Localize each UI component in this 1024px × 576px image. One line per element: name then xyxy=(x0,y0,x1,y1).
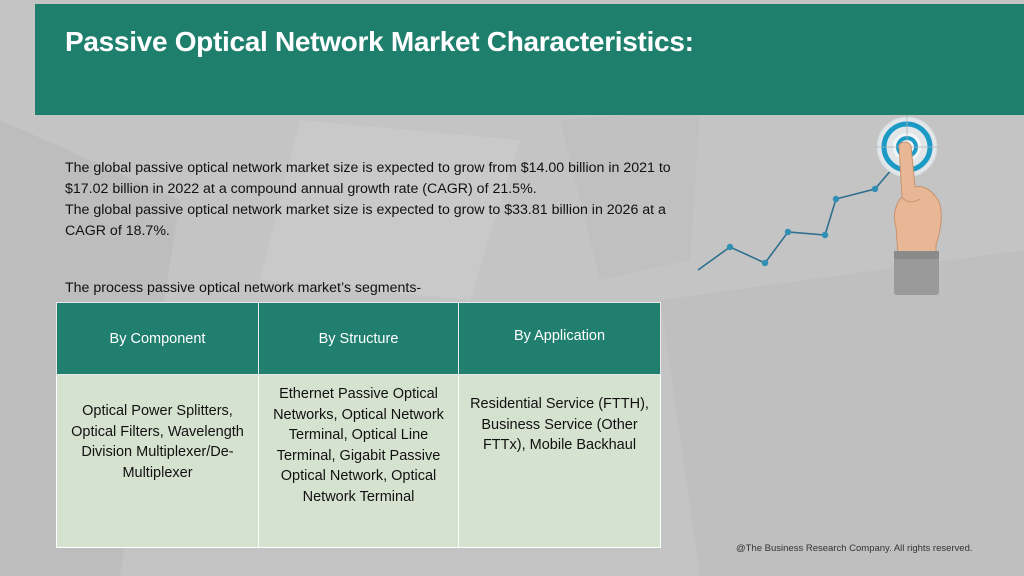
component-values: Optical Power Splitters, Optical Filters… xyxy=(71,403,244,481)
structure-cell: Ethernet Passive Optical Networks, Optic… xyxy=(258,374,459,548)
table-header-row: By Component By Structure By Application xyxy=(56,302,661,375)
growth-graph-icon xyxy=(697,154,905,271)
segments-label: The process passive optical network mark… xyxy=(65,280,422,296)
copyright-footer: @The Business Research Company. All righ… xyxy=(736,543,973,554)
application-cell: Residential Service (FTTH), Business Ser… xyxy=(458,374,661,548)
header-by-component: By Component xyxy=(56,302,259,375)
market-size-2022: The global passive optical network marke… xyxy=(65,160,671,197)
segments-table: By Component By Structure By Application… xyxy=(56,302,661,548)
growth-graphic xyxy=(697,115,942,295)
header-by-application: By Application xyxy=(458,302,661,375)
pointing-hand-icon xyxy=(893,141,942,295)
title-banner: Passive Optical Network Market Character… xyxy=(35,4,1024,115)
component-cell: Optical Power Splitters, Optical Filters… xyxy=(56,374,259,548)
page-title: Passive Optical Network Market Character… xyxy=(65,26,694,57)
market-size-2026: The global passive optical network marke… xyxy=(65,202,666,239)
header-by-structure: By Structure xyxy=(258,302,459,375)
structure-values: Ethernet Passive Optical Networks, Optic… xyxy=(273,386,444,505)
table-row: Optical Power Splitters, Optical Filters… xyxy=(56,374,661,548)
market-description: The global passive optical network marke… xyxy=(65,158,675,242)
application-values: Residential Service (FTTH), Business Ser… xyxy=(470,396,649,453)
